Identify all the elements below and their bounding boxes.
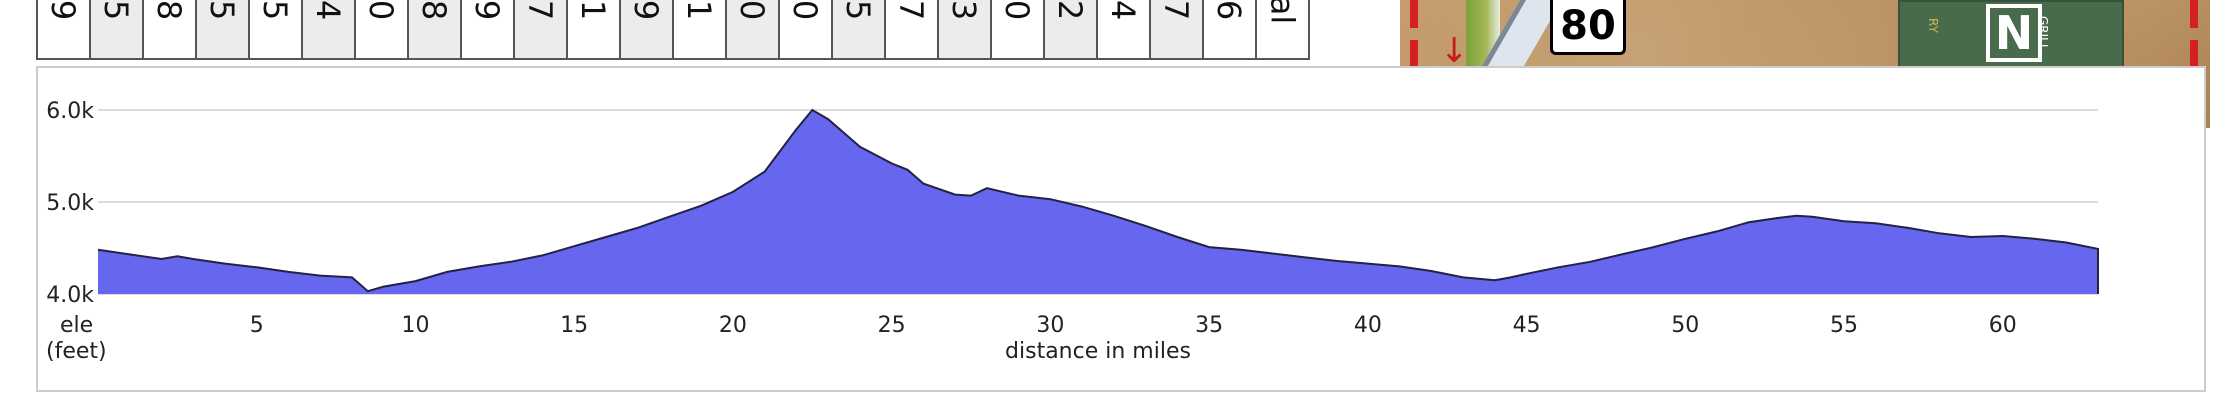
table-cell-value: 7 — [1157, 0, 1196, 21]
table-cell-value: 9 — [468, 0, 507, 21]
table-cell: al — [1257, 0, 1310, 58]
table-cell-value: 9 — [44, 0, 83, 21]
table-cell: 9 — [38, 0, 91, 58]
y-axis-label-line-1: ele — [60, 313, 93, 338]
table-cell-value: al — [1263, 0, 1302, 25]
table-cell: 3 — [939, 0, 992, 58]
table-cell: 2 — [1045, 0, 1098, 58]
x-tick-label: 45 — [1513, 313, 1541, 338]
table-cell-value: 5 — [203, 0, 242, 21]
logo-word: GRILL — [2036, 16, 2050, 51]
photo-frame-left — [1410, 0, 1418, 128]
elevation-line — [97, 108, 2099, 294]
table-cell-value: 2 — [1051, 0, 1090, 21]
elevation-chart: 4.0k 5.0k 6.0k 5 10 15 20 25 30 35 40 45 50 55 60 ele… — [46, 99, 2099, 364]
table-cell-value: 9 — [627, 0, 666, 21]
table-cell-value: 5 — [256, 0, 295, 21]
table-cell-value: 1 — [680, 0, 719, 21]
table-cell: 1 — [674, 0, 727, 58]
table-cell-value: 0 — [998, 0, 1037, 21]
table-cell-value: 4 — [1104, 0, 1143, 21]
table-cell-value: 0 — [362, 0, 401, 21]
x-tick-label: 25 — [878, 313, 906, 338]
x-tick-label: 50 — [1671, 313, 1699, 338]
y-tick-labels: 4.0k 5.0k 6.0k — [46, 99, 94, 308]
table-cell: 7 — [515, 0, 568, 58]
x-tick-label: 10 — [401, 313, 429, 338]
table-cell-value: 8 — [415, 0, 454, 21]
table-cell: 4 — [303, 0, 356, 58]
table-cell: 8 — [409, 0, 462, 58]
table-cell: 5 — [250, 0, 303, 58]
table-cell: 1 — [568, 0, 621, 58]
x-tick-labels: 5 10 15 20 25 30 35 40 45 50 55 60 — [250, 313, 2017, 338]
table-cell-value: 8 — [150, 0, 189, 21]
y-axis-label-line-2: (feet) — [46, 339, 107, 364]
table-cell-value: 0 — [786, 0, 825, 21]
table-cell: 5 — [833, 0, 886, 58]
table-cell: 7 — [1151, 0, 1204, 58]
x-tick-label: 5 — [250, 313, 264, 338]
table-cell-value: 1 — [574, 0, 613, 21]
elevation-chart-panel: 4.0k 5.0k 6.0k 5 10 15 20 25 30 35 40 45 50 55 60 ele… — [36, 66, 2206, 392]
table-cell-value: 6 — [1210, 0, 1249, 21]
table-cell: 5 — [91, 0, 144, 58]
table-cell-value: 4 — [309, 0, 348, 21]
photo-frame-right — [2190, 0, 2198, 128]
table-cell-value: 0 — [733, 0, 772, 21]
logo-word-2: RY — [1926, 18, 1940, 33]
logo-letter: N — [1986, 4, 2042, 62]
table-cell: 0 — [780, 0, 833, 58]
table-cell: 7 — [886, 0, 939, 58]
table-cell-value: 7 — [892, 0, 931, 21]
table-cell: 6 — [1204, 0, 1257, 58]
table-cell: 8 — [144, 0, 197, 58]
table-cell-value: 5 — [839, 0, 878, 21]
x-axis-label: distance in miles — [1005, 339, 1191, 364]
table-cell: 9 — [462, 0, 515, 58]
down-arrow-icon: ↓ — [1440, 31, 1469, 71]
x-tick-label: 55 — [1830, 313, 1858, 338]
y-tick-label: 4.0k — [46, 283, 94, 308]
table-cell-value: 7 — [521, 0, 560, 21]
x-tick-label: 30 — [1036, 313, 1064, 338]
route-shield: 80 — [1550, 0, 1626, 55]
table-cell-value: 5 — [97, 0, 136, 21]
table-cell: 9 — [621, 0, 674, 58]
x-tick-label: 15 — [560, 313, 588, 338]
table-cell-value: 3 — [945, 0, 984, 21]
table-cell: 0 — [356, 0, 409, 58]
table-cell: 4 — [1098, 0, 1151, 58]
y-tick-label: 5.0k — [46, 191, 94, 216]
table-cell: 0 — [727, 0, 780, 58]
x-tick-label: 60 — [1989, 313, 2017, 338]
x-tick-label: 20 — [719, 313, 747, 338]
value-table-strip: 9 5 8 5 5 4 0 8 9 7 1 9 1 0 0 5 7 3 0 2 4 7 6 al — [36, 0, 1310, 60]
x-tick-label: 35 — [1195, 313, 1223, 338]
table-cell: 5 — [197, 0, 250, 58]
elevation-area — [98, 110, 2098, 294]
x-tick-label: 40 — [1354, 313, 1382, 338]
table-cell: 0 — [992, 0, 1045, 58]
y-tick-label: 6.0k — [46, 99, 94, 124]
